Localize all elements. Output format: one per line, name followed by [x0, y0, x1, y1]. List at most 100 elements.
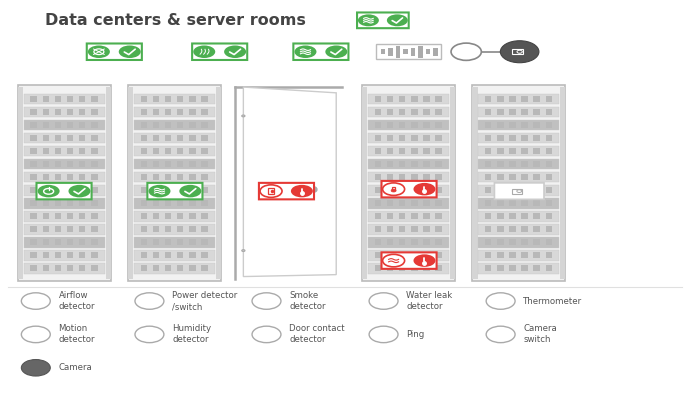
Bar: [368, 107, 449, 117]
Bar: [67, 200, 73, 206]
Circle shape: [68, 185, 90, 197]
Bar: [485, 109, 491, 115]
Bar: [91, 96, 97, 102]
Bar: [375, 213, 381, 219]
Bar: [411, 48, 415, 56]
Bar: [399, 226, 406, 232]
Bar: [368, 263, 449, 274]
Bar: [478, 133, 560, 143]
Bar: [165, 161, 171, 167]
Bar: [152, 161, 159, 167]
Bar: [387, 226, 393, 232]
Bar: [165, 200, 171, 206]
Bar: [435, 135, 442, 141]
Bar: [24, 211, 105, 221]
Circle shape: [252, 293, 281, 309]
Bar: [388, 48, 393, 56]
Bar: [141, 213, 147, 219]
Bar: [134, 185, 215, 195]
Bar: [189, 253, 195, 258]
Circle shape: [260, 185, 282, 197]
Bar: [165, 239, 171, 245]
Bar: [165, 226, 171, 232]
Bar: [375, 200, 381, 206]
Bar: [91, 226, 97, 232]
Bar: [43, 200, 49, 206]
Bar: [403, 50, 408, 54]
Bar: [509, 96, 515, 102]
Bar: [411, 109, 417, 115]
Bar: [375, 96, 381, 102]
FancyBboxPatch shape: [293, 43, 348, 60]
Bar: [134, 107, 215, 117]
Bar: [134, 146, 215, 156]
Bar: [399, 187, 406, 193]
Circle shape: [148, 185, 170, 197]
Bar: [411, 253, 417, 258]
Bar: [152, 148, 159, 154]
Text: Power detector
/switch: Power detector /switch: [172, 291, 237, 311]
Bar: [67, 174, 73, 180]
FancyBboxPatch shape: [259, 183, 314, 199]
Bar: [522, 200, 528, 206]
Bar: [368, 133, 449, 143]
Bar: [79, 161, 86, 167]
Circle shape: [358, 14, 379, 26]
Circle shape: [413, 255, 435, 267]
Bar: [189, 213, 195, 219]
Bar: [55, 213, 61, 219]
Bar: [165, 122, 171, 128]
Bar: [141, 148, 147, 154]
Bar: [55, 174, 61, 180]
Bar: [533, 239, 540, 245]
Bar: [30, 148, 37, 154]
Bar: [43, 161, 49, 167]
Bar: [106, 87, 111, 279]
Bar: [546, 161, 552, 167]
Bar: [423, 226, 430, 232]
Bar: [201, 96, 208, 102]
Bar: [522, 161, 528, 167]
Bar: [478, 172, 560, 182]
Bar: [67, 226, 73, 232]
Bar: [368, 120, 449, 130]
Bar: [533, 213, 540, 219]
Bar: [522, 122, 528, 128]
Bar: [433, 48, 438, 56]
Circle shape: [451, 43, 482, 60]
Bar: [128, 85, 221, 281]
Bar: [533, 226, 540, 232]
Bar: [399, 96, 406, 102]
Bar: [509, 239, 515, 245]
Bar: [497, 174, 504, 180]
Circle shape: [224, 45, 246, 58]
Bar: [67, 253, 73, 258]
Bar: [485, 239, 491, 245]
Bar: [423, 109, 430, 115]
Bar: [423, 174, 430, 180]
Bar: [134, 263, 215, 274]
Bar: [399, 109, 406, 115]
Bar: [533, 161, 540, 167]
Text: Camera: Camera: [59, 363, 92, 372]
Bar: [43, 109, 49, 115]
Bar: [24, 224, 105, 235]
Bar: [546, 96, 552, 102]
Bar: [201, 148, 208, 154]
Bar: [533, 135, 540, 141]
Bar: [411, 135, 417, 141]
Bar: [478, 120, 560, 130]
Bar: [509, 161, 515, 167]
Bar: [79, 148, 86, 154]
Bar: [522, 187, 528, 193]
Circle shape: [119, 45, 141, 58]
Bar: [55, 96, 61, 102]
Bar: [24, 250, 105, 261]
Bar: [189, 122, 195, 128]
Bar: [189, 266, 195, 271]
Bar: [387, 266, 393, 271]
Bar: [201, 213, 208, 219]
Circle shape: [413, 183, 435, 195]
Bar: [55, 253, 61, 258]
Bar: [30, 266, 37, 271]
